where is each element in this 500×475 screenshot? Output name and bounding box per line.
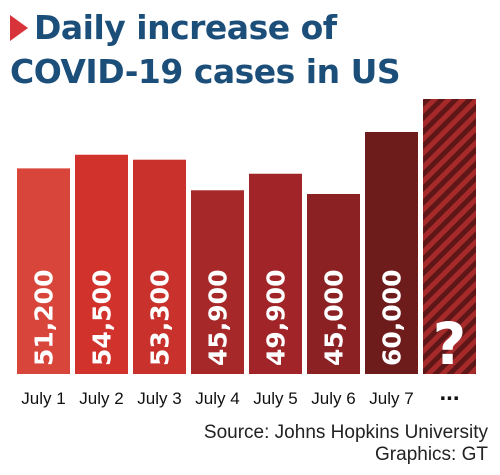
- bar: [17, 168, 70, 374]
- bar-value-label: ?: [433, 310, 467, 378]
- category-label: July 5: [253, 389, 297, 408]
- bar-chart: 51,200 July 1 54,500 July 2 53,300 July 3 45,9…: [17, 99, 476, 408]
- category-label: July 4: [195, 389, 239, 408]
- graphics-credit: Graphics: GT: [375, 444, 488, 465]
- bar: [75, 154, 128, 374]
- category-label: July 1: [21, 389, 65, 408]
- chart-title: Daily increase of COVID-19 cases in US: [10, 6, 490, 94]
- title-line-1: Daily increase of: [10, 6, 490, 50]
- source-credit: Source: Johns Hopkins University Graphic…: [204, 422, 488, 466]
- category-label: July 6: [311, 389, 355, 408]
- bar-value-label: 49,900: [262, 270, 291, 366]
- bar: [133, 159, 186, 374]
- title-line-2: COVID-19 cases in US: [10, 52, 401, 91]
- category-label: July 7: [369, 389, 413, 408]
- bar-value-label: 54,500: [88, 270, 117, 366]
- source-text: Source: Johns Hopkins University: [203, 422, 488, 443]
- bar: [191, 190, 244, 374]
- bar-forecast: [423, 99, 476, 374]
- category-label: July 3: [137, 389, 181, 408]
- bar: [365, 132, 418, 374]
- play-triangle-icon: [10, 15, 28, 41]
- bar-value-label: 60,000: [378, 270, 407, 366]
- bar: [307, 194, 360, 374]
- category-label: July 2: [79, 389, 123, 408]
- bar: [249, 173, 302, 374]
- category-label: ...: [439, 379, 459, 406]
- bar-value-label: 53,300: [146, 270, 175, 366]
- bar-value-label: 45,900: [204, 270, 233, 366]
- bar-value-label: 45,000: [320, 270, 349, 366]
- title-text-1: Daily increase of: [34, 8, 337, 47]
- bar-value-label: 51,200: [30, 270, 59, 366]
